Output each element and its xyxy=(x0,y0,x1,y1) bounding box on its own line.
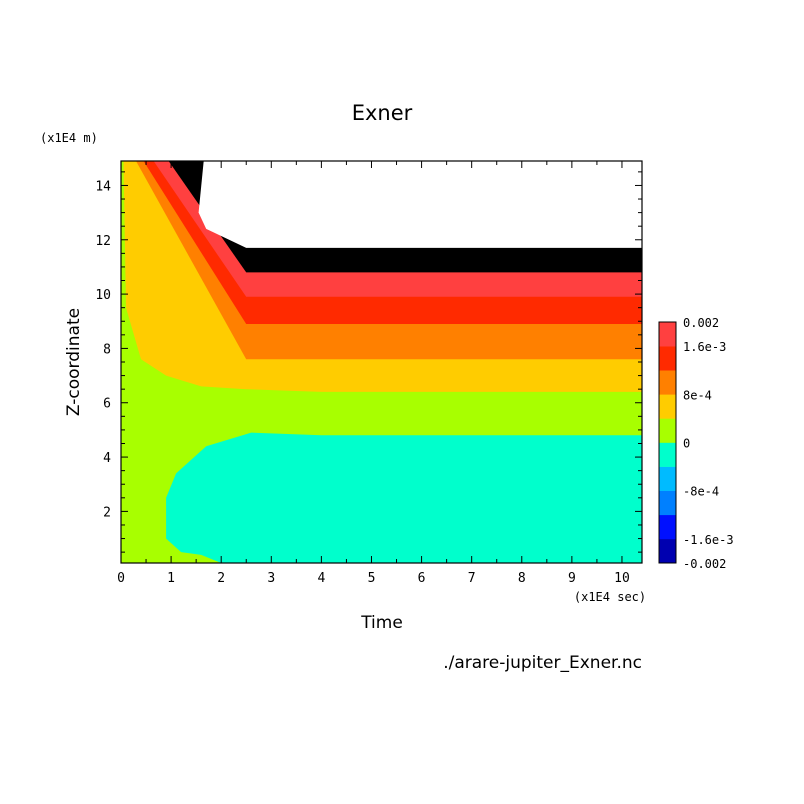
contour-bands xyxy=(121,161,642,563)
colorbar-swatch xyxy=(659,466,676,491)
colorbar-swatch xyxy=(659,538,676,564)
x-tick-label: 3 xyxy=(267,571,275,586)
y-tick-label: 14 xyxy=(95,179,111,194)
x-tick-label: 9 xyxy=(568,571,576,586)
colorbar-label: -8e-4 xyxy=(683,485,719,499)
x-tick-label: 8 xyxy=(518,571,526,586)
colorbar xyxy=(658,321,677,564)
colorbar-label: 8e-4 xyxy=(683,388,712,402)
y-unit-label: (x1E4 m) xyxy=(40,131,98,145)
y-tick-label: 4 xyxy=(103,451,111,466)
band-neg8e-4-to-neg4e-4 xyxy=(166,432,642,563)
x-tick-label: 5 xyxy=(368,571,376,586)
y-tick-labels: 2 4 6 8 10 12 14 xyxy=(95,179,111,520)
x-axis-label: Time xyxy=(360,613,403,633)
colorbar-label: -1.6e-3 xyxy=(683,533,734,547)
x-tick-label: 4 xyxy=(317,571,325,586)
x-tick-label: 0 xyxy=(117,571,125,586)
colorbar-swatch xyxy=(659,490,676,516)
y-tick-label: 2 xyxy=(103,505,111,520)
x-tick-label: 6 xyxy=(418,571,426,586)
axis-ticks xyxy=(120,161,642,563)
y-tick-label: 6 xyxy=(103,397,111,412)
undefined-region xyxy=(198,161,642,248)
x-tick-label: 2 xyxy=(217,571,225,586)
x-unit-label: (x1E4 sec) xyxy=(574,590,646,604)
y-tick-label: 8 xyxy=(103,342,111,357)
colorbar-swatch xyxy=(659,346,676,371)
x-tick-label: 10 xyxy=(614,571,630,586)
colorbar-swatch xyxy=(659,514,676,540)
y-tick-label: 12 xyxy=(95,234,111,249)
colorbar-label: 0 xyxy=(683,437,690,451)
colorbar-swatch xyxy=(659,442,676,467)
x-tick-label: 7 xyxy=(468,571,476,586)
x-tick-labels: 0 1 2 3 4 5 6 7 8 9 10 xyxy=(117,571,630,586)
colorbar-swatch xyxy=(659,322,676,347)
x-tick-label: 1 xyxy=(167,571,175,586)
colorbar-labels: 0.002 1.6e-3 8e-4 0 -8e-4 -1.6e-3 -0.002 xyxy=(683,316,734,571)
colorbar-label: 1.6e-3 xyxy=(683,340,726,354)
y-axis-label: Z-coordinate xyxy=(64,308,84,416)
colorbar-swatch xyxy=(659,370,676,395)
y-tick-label: 10 xyxy=(95,288,111,303)
file-name: ./arare-jupiter_Exner.nc xyxy=(443,653,642,673)
colorbar-swatch xyxy=(659,418,676,443)
colorbar-frame xyxy=(658,321,677,564)
colorbar-swatch xyxy=(659,394,676,419)
colorbar-label: 0.002 xyxy=(683,316,719,330)
colorbar-label: -0.002 xyxy=(683,557,726,571)
chart-title: Exner xyxy=(352,101,413,125)
